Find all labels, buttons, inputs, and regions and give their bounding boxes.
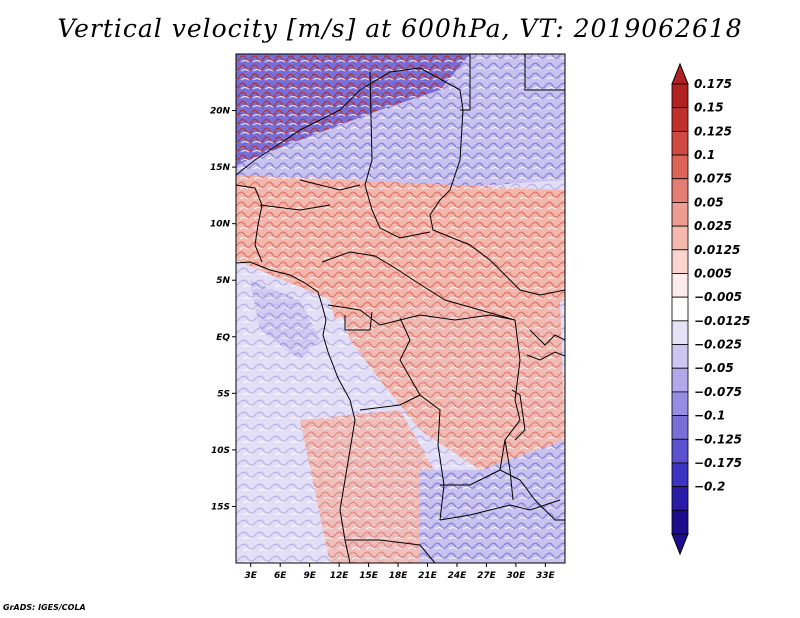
lat-tick-label: EQ xyxy=(216,333,230,343)
colorbar-label: −0.175 xyxy=(694,456,742,470)
colorbar-label: −0.075 xyxy=(694,385,742,399)
lon-tick-label: 27E xyxy=(477,571,497,581)
lat-tick-label: 10S xyxy=(211,446,230,456)
colorbar-label: 0.025 xyxy=(694,219,732,233)
colorbar-swatch xyxy=(671,344,689,369)
colorbar-swatch xyxy=(671,130,689,156)
colorbar-swatch xyxy=(671,296,689,322)
colorbar-swatch xyxy=(671,486,689,511)
colorbar-label: 0.075 xyxy=(694,172,732,186)
colorbar-label: 0.005 xyxy=(694,266,732,280)
colorbar: 0.175 0.15 0.125 0.1 0.075 0.05 0.025 0.0125 0.0… xyxy=(671,62,750,556)
lat-tick-label: 5S xyxy=(217,389,230,399)
colorbar-label: −0.005 xyxy=(694,290,742,304)
colorbar-label: 0.15 xyxy=(694,101,724,115)
colorbar-swatch xyxy=(671,438,689,464)
colorbar-label: −0.2 xyxy=(694,480,725,494)
colorbar-swatch xyxy=(671,462,689,488)
colorbar-label: 0.175 xyxy=(694,77,732,91)
lat-tick-label: 20N xyxy=(210,107,231,117)
velocity-field xyxy=(236,54,565,563)
lon-tick-label: 9E xyxy=(303,571,316,581)
lon-tick-label: 18E xyxy=(389,571,409,581)
colorbar-min-arrow xyxy=(671,533,689,556)
colorbar-swatch xyxy=(671,225,689,251)
lon-tick-label: 30E xyxy=(507,571,527,581)
colorbar-swatch xyxy=(671,249,689,274)
map-title: Vertical velocity [m/s] at 600hPa, VT: 2… xyxy=(57,14,743,43)
lon-tick-label: 15E xyxy=(359,571,379,581)
map-frame xyxy=(235,53,566,564)
colorbar-max-arrow xyxy=(671,62,689,85)
lon-tick-label: 33E xyxy=(536,571,556,581)
colorbar-label: −0.05 xyxy=(694,361,734,375)
colorbar-swatch xyxy=(671,509,689,535)
lon-tick-label: 6E xyxy=(274,571,287,581)
colorbar-swatch xyxy=(671,83,689,109)
colorbar-label: −0.0125 xyxy=(694,314,750,328)
colorbar-swatch xyxy=(671,178,689,203)
lon-tick-label: 24E xyxy=(448,571,468,581)
colorbar-label: 0.1 xyxy=(694,148,715,162)
colorbar-label: −0.1 xyxy=(694,409,725,423)
lat-tick-label: 15S xyxy=(211,502,230,512)
colorbar-swatch xyxy=(671,391,689,416)
colorbar-swatch xyxy=(671,367,689,393)
colorbar-label: 0.0125 xyxy=(694,243,740,257)
grads-footer: GrADS: IGES/COLA xyxy=(3,603,86,612)
colorbar-label: −0.125 xyxy=(694,432,742,446)
colorbar-swatch xyxy=(671,415,689,440)
colorbar-swatch xyxy=(671,320,689,345)
latitude-axis: 20N 15N 10N 5N EQ 5S 10S 15S xyxy=(210,107,236,512)
colorbar-swatch xyxy=(671,154,689,180)
colorbar-swatch xyxy=(671,107,689,132)
lon-tick-label: 12E xyxy=(330,571,350,581)
colorbar-label: 0.05 xyxy=(694,195,724,209)
lat-tick-label: 5N xyxy=(216,276,230,286)
lon-tick-label: 21E xyxy=(418,571,438,581)
longitude-axis: 3E 6E 9E 12E 15E 18E 21E 24E 27E 30E 33E xyxy=(245,563,556,581)
colorbar-swatch xyxy=(671,202,689,227)
country-borders xyxy=(236,54,565,563)
colorbar-label: 0.125 xyxy=(694,124,732,138)
lon-tick-label: 3E xyxy=(245,571,258,581)
colorbar-label: −0.025 xyxy=(694,338,742,352)
lat-tick-label: 15N xyxy=(210,163,231,173)
colorbar-swatch xyxy=(671,273,689,298)
lat-tick-label: 10N xyxy=(210,220,231,230)
